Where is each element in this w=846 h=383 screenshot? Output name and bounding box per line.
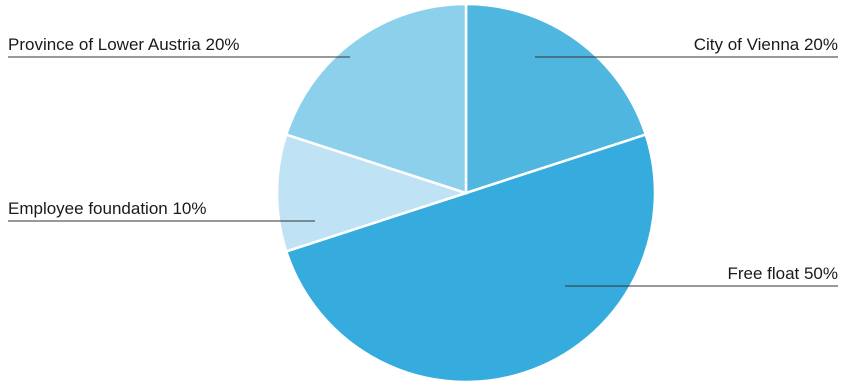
pie-slice-city-of-vienna (464, 2, 648, 195)
pie-slices (275, 2, 657, 383)
slice-label-employee-foundation: Employee foundation 10% (8, 199, 206, 218)
slice-label-city-of-vienna: City of Vienna 20% (694, 35, 838, 54)
slice-labels: City of Vienna 20% Free float 50% Employee… (8, 35, 838, 287)
slice-label-province-of-lower-austria: Province of Lower Austria 20% (8, 35, 240, 54)
pie-slice-employee-foundation (275, 133, 471, 253)
pie-slice-province-of-lower-austria (284, 2, 468, 195)
slice-label-free-float: Free float 50% (727, 264, 838, 283)
pie-slice-free-float (284, 133, 657, 383)
